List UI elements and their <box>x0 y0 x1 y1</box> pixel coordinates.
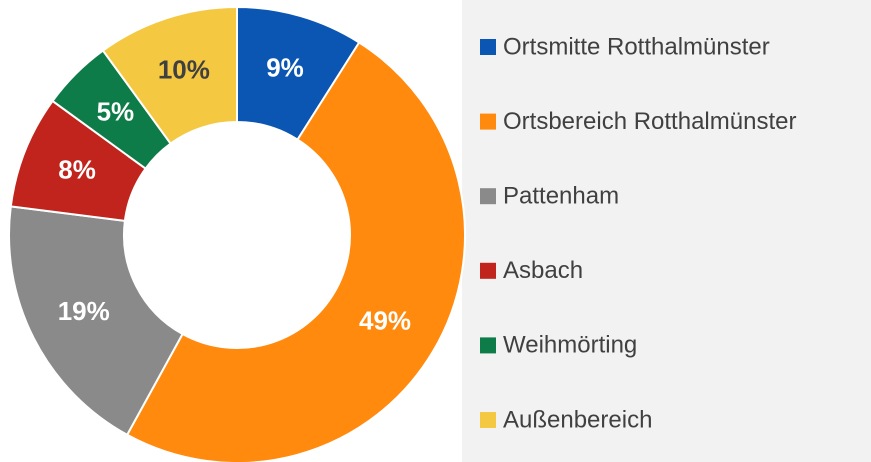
value-label: 10% <box>158 54 210 84</box>
donut-slice <box>8 205 184 437</box>
legend-background <box>462 0 871 462</box>
legend-label: Asbach <box>503 257 583 284</box>
value-label: 9% <box>266 53 304 83</box>
legend-swatch <box>480 412 496 428</box>
legend-label: Pattenham <box>503 183 619 210</box>
legend-label: Ortsbereich Rotthalmünster <box>503 108 796 135</box>
value-label: 19% <box>58 296 110 326</box>
legend-swatch <box>480 39 496 55</box>
donut-slice <box>101 5 238 145</box>
value-label: 8% <box>58 155 96 185</box>
legend-label: Außenbereich <box>503 406 652 433</box>
legend-label: Weihmörting <box>503 332 637 359</box>
legend-swatch <box>480 337 496 354</box>
legend-swatch <box>480 188 496 205</box>
legend-swatch <box>480 113 496 130</box>
value-label: 5% <box>97 96 135 126</box>
donut-slice <box>125 41 466 462</box>
legend-label: Ortsmitte Rotthalmünster <box>503 33 770 60</box>
value-label: 49% <box>359 305 411 335</box>
legend-swatch <box>480 262 496 279</box>
